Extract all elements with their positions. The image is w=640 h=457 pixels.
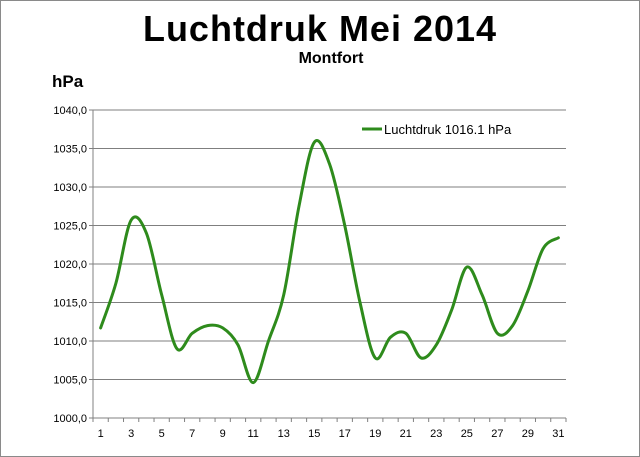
legend-label: Luchtdruk 1016.1 hPa xyxy=(384,122,512,137)
y-tick-label: 1015,0 xyxy=(53,298,87,310)
x-tick-label: 15 xyxy=(308,428,320,440)
x-tick-label: 17 xyxy=(339,428,351,440)
x-tick-label: 23 xyxy=(430,428,442,440)
x-tick-label: 19 xyxy=(369,428,381,440)
chart-title: Luchtdruk Mei 2014 xyxy=(142,8,498,49)
x-tick-label: 31 xyxy=(552,428,564,440)
x-tick-label: 1 xyxy=(98,428,104,440)
y-tick-label: 1040,0 xyxy=(53,105,87,117)
y-tick-label: 1010,0 xyxy=(53,336,87,348)
y-tick-label: 1035,0 xyxy=(53,144,87,156)
chart-subtitle: Montfort xyxy=(298,50,364,67)
x-tick-label: 25 xyxy=(461,428,473,440)
y-tick-label: 1005,0 xyxy=(53,375,87,387)
x-tick-label: 29 xyxy=(522,428,534,440)
x-tick-label: 27 xyxy=(491,428,503,440)
x-tick-label: 5 xyxy=(159,428,165,440)
y-tick-label: 1030,0 xyxy=(53,182,87,194)
x-tick-label: 21 xyxy=(400,428,412,440)
x-tick-label: 9 xyxy=(220,428,226,440)
y-tick-label: 1000,0 xyxy=(53,413,87,425)
x-tick-label: 13 xyxy=(278,428,290,440)
y-tick-label: 1025,0 xyxy=(53,221,87,233)
y-tick-label: 1020,0 xyxy=(53,259,87,271)
x-tick-label: 11 xyxy=(247,428,258,440)
x-tick-label: 7 xyxy=(189,428,195,440)
x-tick-label: 3 xyxy=(128,428,134,440)
series-line xyxy=(99,139,560,385)
y-axis-unit-label: hPa xyxy=(52,72,84,91)
